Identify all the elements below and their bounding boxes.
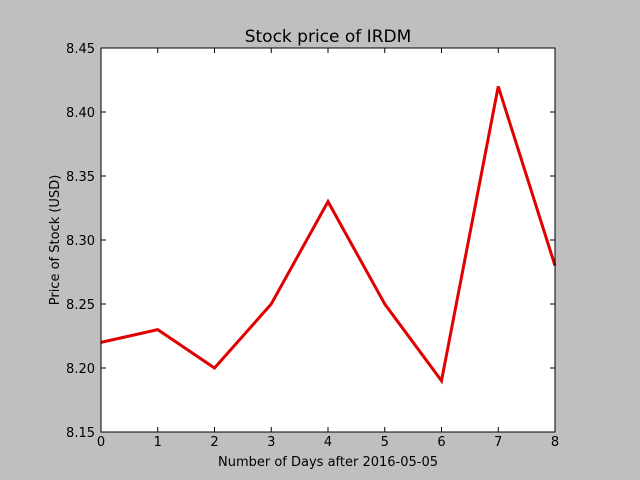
- x-tick-label: 2: [210, 435, 218, 450]
- y-tick-label: 8.40: [66, 106, 95, 121]
- y-tick-label: 8.35: [66, 170, 95, 185]
- tick-labels: 0 1 2 3 4 5 6 7 8 8.15 8.20 8.25 8.30 8.35 8.40 8.45: [66, 42, 559, 450]
- plot-frame: [100, 47, 556, 433]
- plot-area: [101, 48, 555, 432]
- y-tick-label: 8.30: [66, 234, 95, 249]
- x-tick-label: 0: [97, 435, 105, 450]
- x-tick-label: 6: [437, 435, 445, 450]
- chart-title: Stock price of IRDM: [245, 27, 412, 47]
- x-tick-label: 8: [551, 435, 559, 450]
- y-tick-label: 8.45: [66, 42, 95, 57]
- y-axis-title: Price of Stock (USD): [48, 175, 63, 306]
- y-tick-label: 8.25: [66, 298, 95, 313]
- y-tick-label: 8.15: [66, 426, 95, 441]
- x-tick-label: 1: [154, 435, 162, 450]
- y-tick-label: 8.20: [66, 362, 95, 377]
- x-axis-title: Number of Days after 2016-05-05: [218, 455, 438, 470]
- x-tick-label: 5: [381, 435, 389, 450]
- x-tick-label: 3: [267, 435, 275, 450]
- x-tick-label: 4: [324, 435, 332, 450]
- x-tick-label: 7: [494, 435, 502, 450]
- series-line: [100, 85, 557, 385]
